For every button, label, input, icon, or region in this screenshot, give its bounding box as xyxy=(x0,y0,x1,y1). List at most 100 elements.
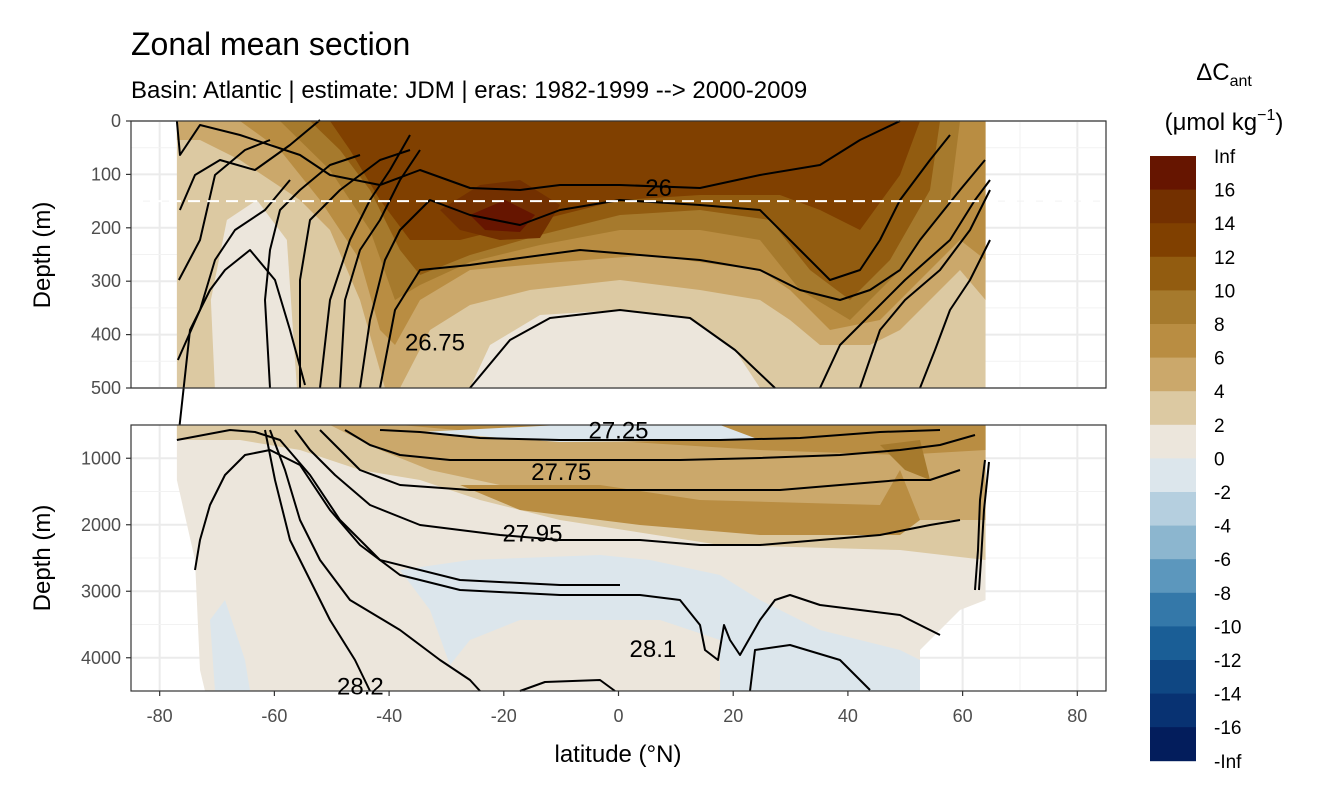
density-contour xyxy=(176,429,620,586)
legend-unit: (μmol kg−1) xyxy=(1165,107,1284,136)
legend-swatch xyxy=(1150,592,1196,627)
contour-label: 26 xyxy=(645,175,672,202)
x-tick-label: 20 xyxy=(723,706,743,726)
x-tick-label: 60 xyxy=(953,706,973,726)
legend-break-label: -14 xyxy=(1214,685,1242,706)
legend-break-label: 16 xyxy=(1214,181,1235,202)
y-axis-title-lower: Depth (m) xyxy=(29,505,56,612)
x-tick-label: -60 xyxy=(261,706,287,726)
density-contour xyxy=(859,189,991,389)
legend-swatch xyxy=(1150,727,1196,762)
y-tick-label: 400 xyxy=(91,325,121,345)
contour-label: 26.75 xyxy=(405,330,465,357)
density-contour xyxy=(264,154,361,389)
legend-break-label: -8 xyxy=(1214,584,1231,605)
contour-label: 28.2 xyxy=(337,673,384,700)
y-tick-label: 100 xyxy=(91,164,121,184)
legend-break-label: -Inf xyxy=(1214,752,1242,773)
legend-swatch xyxy=(1150,357,1196,392)
density-contour xyxy=(194,449,941,661)
legend-swatch xyxy=(1150,223,1196,258)
y-tick-label: 300 xyxy=(91,271,121,291)
y-tick-label: 4000 xyxy=(81,648,121,668)
fill-band-neg2-0 xyxy=(210,600,250,691)
x-tick-label: 80 xyxy=(1067,706,1087,726)
density-contour xyxy=(978,461,990,591)
fill-band-0-2 xyxy=(470,310,760,388)
legend-break-label: -2 xyxy=(1214,483,1231,504)
legend-break-label: -6 xyxy=(1214,550,1231,571)
density-contour xyxy=(974,459,986,591)
density-contour xyxy=(819,179,991,389)
density-contour xyxy=(339,149,421,389)
legend-swatch xyxy=(1150,660,1196,694)
legend-swatch xyxy=(1150,626,1196,661)
legend-unit-text: (μmol kg xyxy=(1165,109,1258,136)
legend-break-label: 8 xyxy=(1214,315,1225,336)
density-contour xyxy=(294,429,961,546)
upper-panel-fill xyxy=(176,121,986,388)
fill-band-6-8 xyxy=(460,470,920,535)
x-axis: -80 -60 -40 -20 0 20 40 60 80 xyxy=(147,691,1087,726)
legend-break-label: 6 xyxy=(1214,349,1225,370)
density-contour xyxy=(919,239,991,389)
legend-break-label: 0 xyxy=(1214,449,1225,470)
density-contour xyxy=(178,119,321,211)
legend-colorbar xyxy=(1150,156,1196,762)
density-contour xyxy=(749,644,871,692)
x-tick-label: 40 xyxy=(838,706,858,726)
legend-break-label: 10 xyxy=(1214,281,1235,302)
y-tick-label: 0 xyxy=(111,111,121,131)
x-tick-label: 0 xyxy=(613,706,623,726)
contour-label: 27.75 xyxy=(531,459,591,486)
contour-label: 27.25 xyxy=(588,417,648,444)
contour-labels: 26 26.75 27.25 27.75 27.95 28.1 28.2 xyxy=(337,175,676,701)
legend-swatch xyxy=(1150,156,1196,190)
y-tick-label: 2000 xyxy=(81,515,121,535)
legend-title-subscript: ant xyxy=(1230,73,1253,90)
lower-panel: 1000 2000 3000 4000 xyxy=(81,424,1107,692)
density-contour xyxy=(469,309,776,389)
legend-break-label: -4 xyxy=(1214,517,1231,538)
density-contour xyxy=(177,139,271,281)
lower-panel-fill xyxy=(176,425,986,691)
x-tick-label: -40 xyxy=(376,706,402,726)
density-contour xyxy=(264,429,371,692)
legend-title-symbol: ΔC xyxy=(1196,59,1229,86)
legend-break-label: -16 xyxy=(1214,718,1241,739)
legend-swatch xyxy=(1150,559,1196,594)
legend-title: ΔCant xyxy=(1196,59,1252,90)
x-axis-title: latitude (°N) xyxy=(555,741,682,768)
legend-swatch xyxy=(1150,492,1196,526)
density-contour xyxy=(299,149,411,388)
legend-unit-close: ) xyxy=(1275,109,1283,136)
density-contour xyxy=(319,134,411,389)
density-contour xyxy=(269,429,481,692)
chart-subtitle: Basin: Atlantic | estimate: JDM | eras: … xyxy=(131,77,807,104)
legend-unit-superscript: −1 xyxy=(1257,107,1275,124)
upper-panel: 0 100 200 300 400 500 xyxy=(91,111,1107,451)
y-tick-label: 1000 xyxy=(81,448,121,468)
x-tick-label: -20 xyxy=(491,706,517,726)
lower-y-axis: 1000 2000 3000 4000 xyxy=(81,448,131,668)
density-contour xyxy=(175,120,901,191)
legend-break-label: 4 xyxy=(1214,382,1225,403)
legend-swatch xyxy=(1150,458,1196,493)
density-contour xyxy=(344,429,976,461)
legend: ΔCant (μmol kg−1) Inf 16 14 12 10 8 6 4 2 0 -2 -4 -6… xyxy=(1150,59,1283,773)
contour-label: 27.95 xyxy=(502,520,562,547)
legend-break-label: Inf xyxy=(1214,147,1236,168)
y-tick-label: 3000 xyxy=(81,581,121,601)
x-tick-label: -80 xyxy=(147,706,173,726)
legend-break-label: 2 xyxy=(1214,416,1225,437)
legend-swatch xyxy=(1150,324,1196,358)
y-tick-label: 200 xyxy=(91,218,121,238)
density-contour xyxy=(379,159,986,389)
legend-break-label: -10 xyxy=(1214,617,1241,638)
density-contour xyxy=(319,429,961,491)
legend-swatch xyxy=(1150,391,1196,426)
legend-swatch xyxy=(1150,189,1196,224)
upper-panel-border xyxy=(130,120,1107,389)
legend-swatch xyxy=(1150,256,1196,291)
density-contour xyxy=(519,679,616,692)
